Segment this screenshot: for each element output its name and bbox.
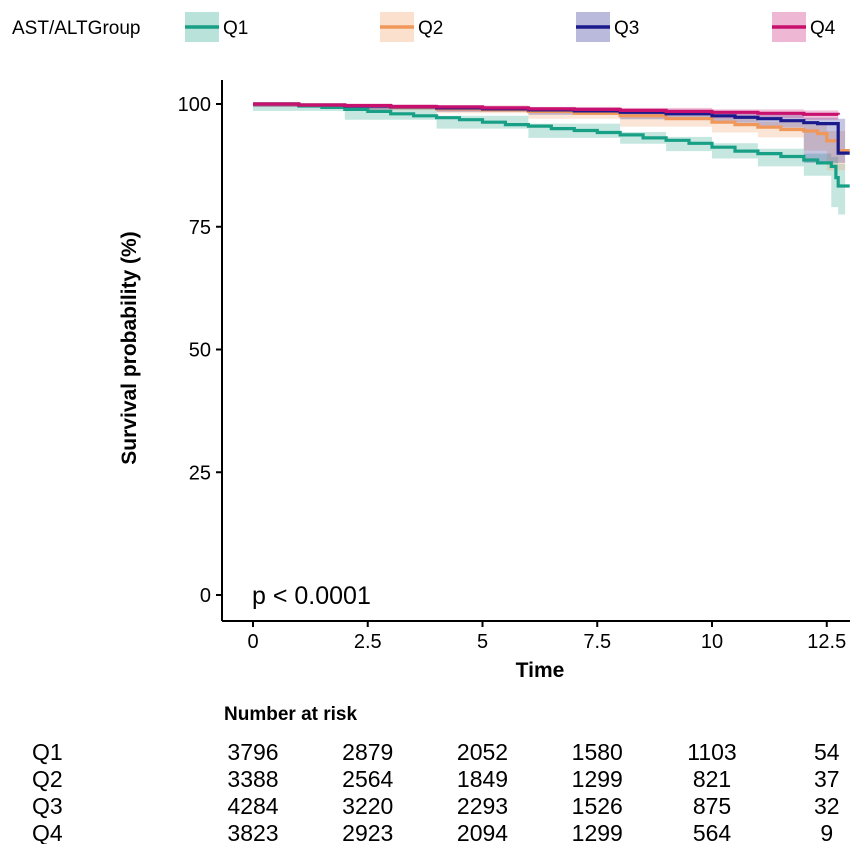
y-tick-label: 100 [178, 94, 211, 116]
risk-row-label-q2: Q2 [32, 766, 63, 792]
risk-cell: 4284 [227, 793, 278, 819]
risk-cell: 3823 [227, 820, 278, 844]
risk-cell: 3220 [342, 793, 393, 819]
y-tick-label: 50 [189, 340, 211, 362]
risk-cell: 2293 [457, 793, 508, 819]
risk-table: Q1 3796 2879 2052 1580 1103 54 Q2 3388 2564 1849 12… [32, 739, 840, 844]
risk-cell: 1103 [687, 739, 736, 765]
x-tick-label: 12.5 [807, 631, 846, 653]
risk-cell: 1526 [572, 793, 623, 819]
legend-title: AST/ALTGroup [12, 18, 140, 39]
y-tick-label: 75 [189, 217, 211, 239]
risk-row-label-q4: Q4 [32, 820, 63, 844]
risk-cell: 2094 [457, 820, 508, 844]
x-tick-label: 5 [477, 631, 488, 653]
p-value-annotation: p < 0.0001 [252, 582, 371, 610]
risk-cell: 1849 [457, 766, 508, 792]
risk-cell: 2564 [342, 766, 393, 792]
survival-curves [253, 102, 850, 188]
risk-cell: 2879 [342, 739, 393, 765]
risk-row-label-q1: Q1 [32, 739, 63, 765]
x-tick-label: 7.5 [583, 631, 611, 653]
y-axis-title: Survival probability (%) [118, 231, 141, 464]
legend-label-q2: Q2 [418, 18, 443, 39]
risk-cell: 875 [693, 793, 731, 819]
risk-cell: 54 [814, 739, 840, 765]
legend-label-q3: Q3 [614, 18, 639, 39]
legend: AST/ALTGroup Q1 Q2 Q3 Q4 [12, 12, 836, 42]
risk-cell: 3388 [227, 766, 278, 792]
confidence-bands [253, 104, 846, 215]
x-tick-label: 0 [247, 631, 258, 653]
y-tick-label: 0 [200, 585, 211, 607]
survival-curve-q4 [253, 102, 840, 116]
risk-cell: 32 [814, 793, 840, 819]
risk-cell: 37 [814, 766, 840, 792]
x-tick-label: 10 [701, 631, 723, 653]
x-axis-title: Time [516, 659, 565, 682]
risk-table-title: Number at risk [224, 704, 357, 725]
risk-cell: 564 [693, 820, 732, 844]
x-tick-label: 2.5 [354, 631, 382, 653]
axis-ticks: 0 25 50 75 100 0 2.5 5 7.5 10 12.5 [178, 94, 847, 653]
survival-curve-q1 [253, 102, 850, 188]
risk-cell: 2052 [457, 739, 508, 765]
legend-label-q4: Q4 [810, 18, 836, 39]
risk-row-label-q3: Q3 [32, 793, 63, 819]
legend-label-q1: Q1 [223, 18, 248, 39]
y-tick-label: 25 [189, 462, 211, 484]
risk-cell: 9 [820, 820, 833, 844]
risk-cell: 3796 [227, 739, 278, 765]
risk-cell: 2923 [342, 820, 393, 844]
risk-cell: 1299 [572, 820, 623, 844]
risk-cell: 1299 [572, 766, 623, 792]
ci-band-q2 [253, 104, 846, 171]
risk-cell: 821 [693, 766, 731, 792]
risk-cell: 1580 [572, 739, 623, 765]
